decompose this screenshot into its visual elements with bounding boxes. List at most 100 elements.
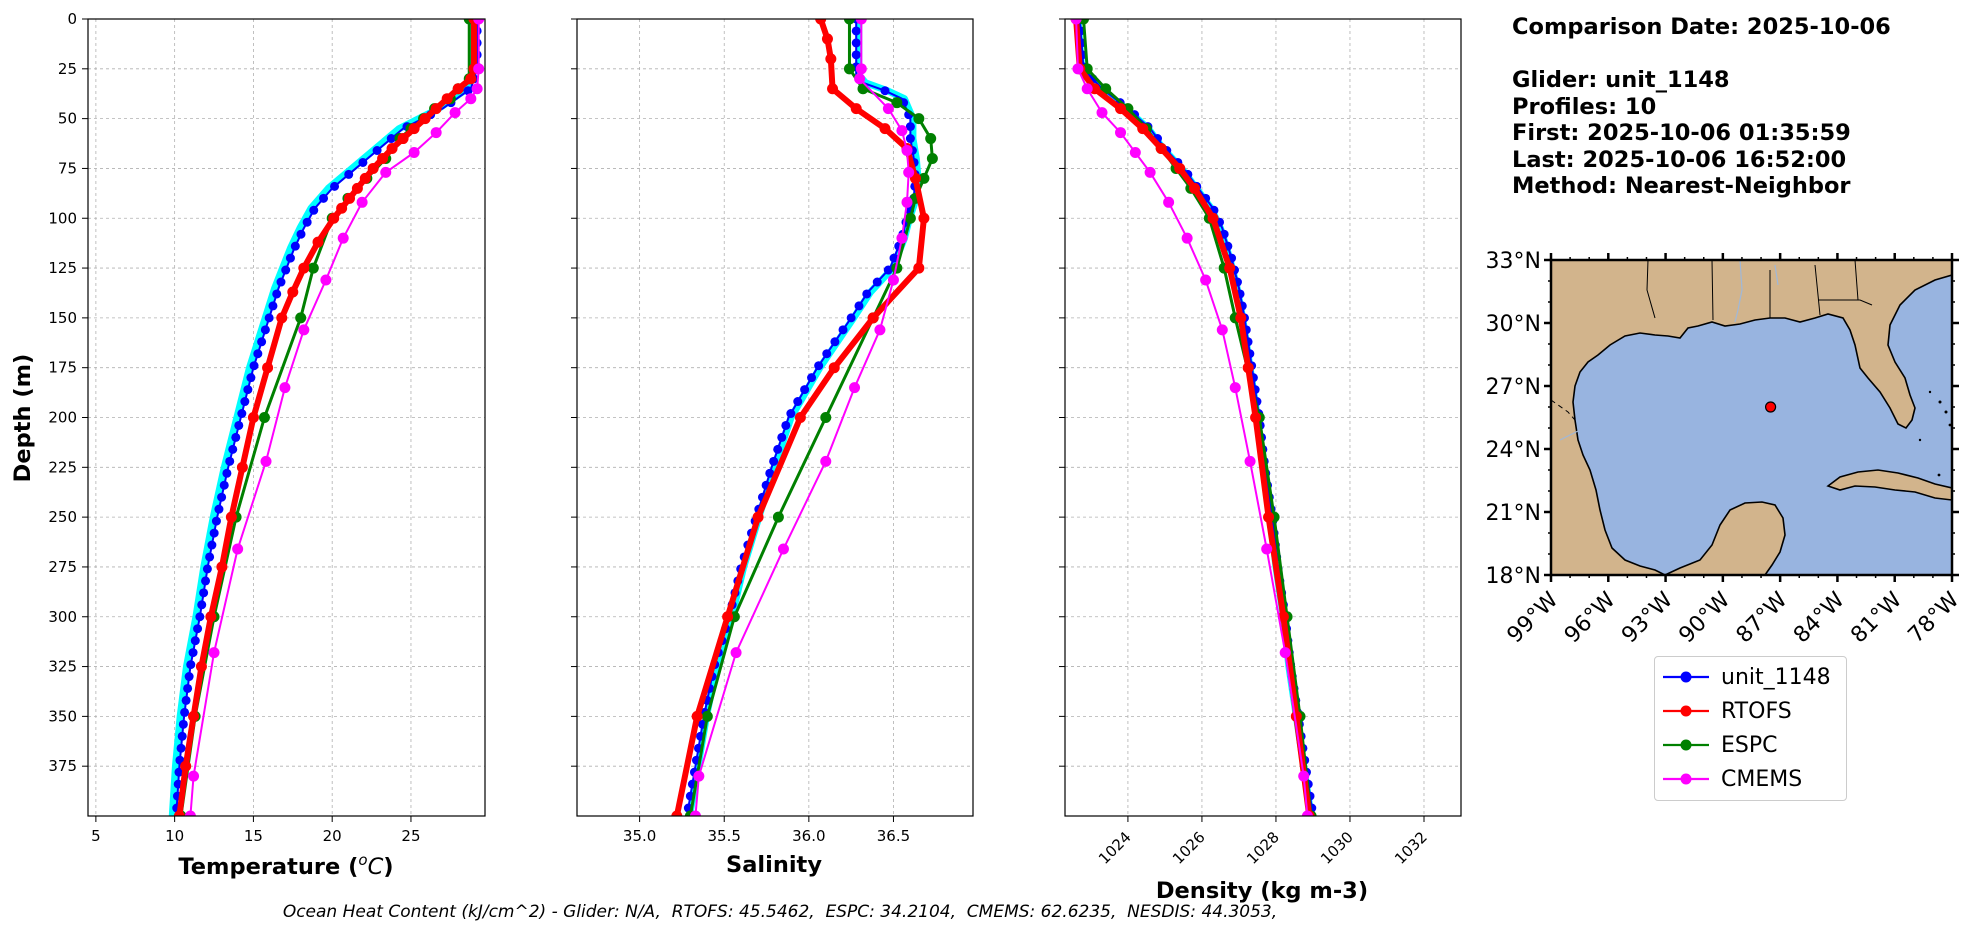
- data-point: [889, 253, 899, 263]
- data-point: [296, 229, 306, 239]
- data-point: [258, 412, 270, 423]
- data-point: [1155, 143, 1167, 155]
- map-land-north: [1551, 260, 1952, 575]
- lat-tick-label: 21°N: [1486, 501, 1541, 526]
- map-land-cuba: [1826, 469, 1952, 501]
- data-point: [1129, 146, 1141, 158]
- glider-location-marker: [1764, 401, 1777, 413]
- data-point: [367, 162, 379, 174]
- data-point: [693, 770, 705, 782]
- legend-item-rtofs: RTOFS: [1663, 694, 1792, 728]
- data-point: [380, 166, 392, 178]
- data-point: [298, 324, 310, 336]
- data-point: [231, 432, 241, 442]
- map-land-yucatan: [1664, 501, 1786, 575]
- data-point: [901, 145, 913, 157]
- data-point: [430, 103, 442, 115]
- data-point: [1235, 312, 1247, 324]
- data-point: [855, 19, 867, 25]
- data-point: [851, 38, 861, 48]
- data-point: [896, 232, 908, 244]
- data-point: [854, 301, 864, 311]
- x-tick-label: 20: [323, 827, 342, 845]
- y-tick-label: 100: [48, 209, 77, 227]
- data-point: [386, 134, 396, 144]
- depth-axis-label: Depth (m): [10, 354, 36, 483]
- data-point: [862, 289, 872, 299]
- method: Method: Nearest-Neighbor: [1512, 173, 1851, 199]
- x-tick-label: 1028: [1243, 828, 1283, 868]
- data-point: [290, 241, 300, 251]
- data-point: [419, 113, 431, 125]
- y-tick-label: 0: [67, 10, 77, 28]
- data-point: [237, 409, 247, 419]
- y-tick-label: 150: [48, 309, 77, 327]
- data-point: [243, 385, 253, 395]
- data-point: [268, 301, 278, 311]
- y-ticks: [1059, 18, 1065, 767]
- data-point: [377, 152, 389, 164]
- data-point: [214, 504, 224, 514]
- data-point: [328, 212, 340, 224]
- series-group: [671, 19, 938, 816]
- legend-swatch-green: [1663, 739, 1709, 751]
- data-point: [905, 134, 915, 144]
- data-point: [901, 196, 913, 208]
- legend-swatch-blue: [1663, 671, 1709, 683]
- data-point: [351, 182, 363, 194]
- data-point: [820, 455, 832, 467]
- data-point: [821, 33, 833, 45]
- data-point: [1189, 182, 1201, 194]
- data-point: [825, 53, 837, 65]
- legend-item-espc: ESPC: [1663, 728, 1778, 762]
- data-point: [1115, 103, 1127, 115]
- salinity-panel: 35.0 35.5 36.0 36.5: [571, 18, 974, 845]
- data-point: [786, 409, 796, 419]
- y-ticks: [571, 18, 577, 767]
- data-point: [302, 217, 312, 227]
- data-point: [193, 624, 203, 634]
- y-tick-label: 175: [48, 359, 77, 377]
- data-point: [222, 468, 232, 478]
- data-point: [197, 600, 207, 610]
- data-point: [1207, 212, 1219, 224]
- data-point: [671, 810, 683, 816]
- data-point: [264, 313, 274, 323]
- x-tick-label: 1032: [1391, 828, 1431, 868]
- data-point: [408, 123, 420, 135]
- density-axis-label: Density (kg m-3): [1156, 878, 1368, 904]
- data-point: [190, 636, 200, 646]
- lat-tick-label: 33°N: [1486, 249, 1541, 274]
- data-point: [465, 73, 477, 85]
- map-frame: [1549, 258, 1954, 577]
- legend-item-cmems: CMEMS: [1663, 762, 1802, 796]
- x-tick-label: 1030: [1317, 828, 1357, 868]
- data-point: [211, 516, 221, 526]
- data-point: [793, 397, 803, 407]
- y-tick-label: 125: [48, 259, 77, 277]
- data-point: [800, 385, 810, 395]
- data-point: [184, 672, 194, 682]
- comparison-date: Comparison Date: 2025-10-06: [1512, 14, 1891, 40]
- lon-tick-label: 96°W: [1560, 587, 1621, 648]
- data-point: [838, 325, 848, 335]
- last-time: Last: 2025-10-06 16:52:00: [1512, 146, 1847, 173]
- data-point: [287, 286, 299, 298]
- data-point: [262, 362, 274, 374]
- data-point: [205, 611, 217, 623]
- data-point: [295, 312, 307, 324]
- y-tick-label: 200: [48, 409, 77, 427]
- temperature-panel: 0 25 50 75 100 125 150 175 200 225 250 275 300 325 350…: [48, 10, 486, 845]
- data-point: [225, 511, 237, 523]
- data-point: [814, 361, 824, 371]
- data-point: [202, 564, 212, 574]
- data-point: [180, 760, 192, 772]
- salinity-axis-label: Salinity: [726, 852, 822, 878]
- lat-tick-label: 24°N: [1486, 438, 1541, 463]
- y-tick-label: 225: [48, 458, 77, 476]
- data-point: [209, 528, 219, 538]
- y-tick-label: 75: [58, 159, 77, 177]
- data-point: [1261, 543, 1273, 555]
- data-point: [918, 172, 930, 184]
